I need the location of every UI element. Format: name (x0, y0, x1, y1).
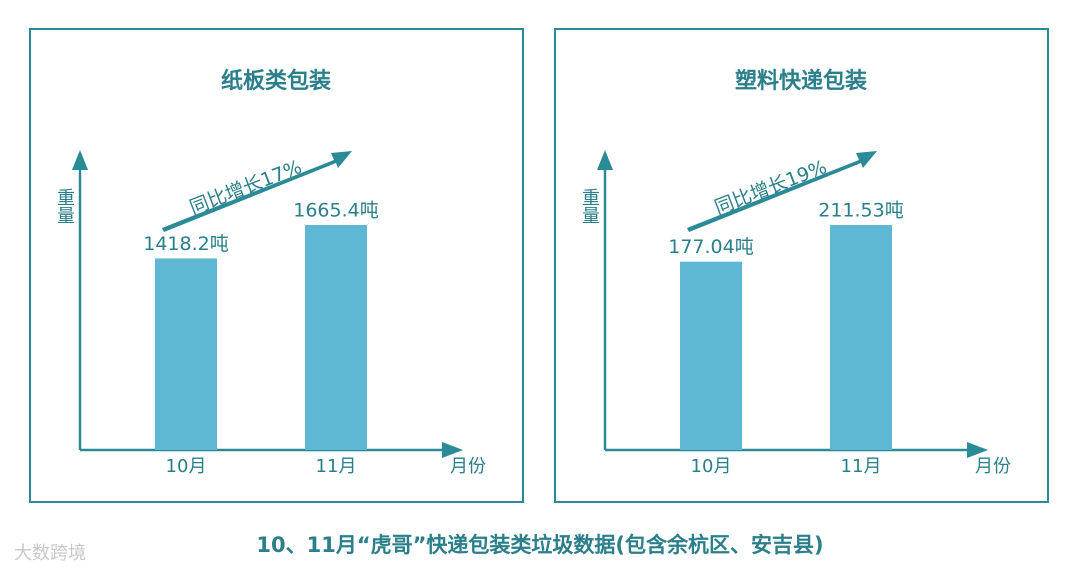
x-axis-arrow (442, 442, 463, 458)
value-label: 177.04吨 (668, 236, 753, 258)
panel (554, 28, 1049, 503)
bar (680, 261, 742, 450)
bar (155, 258, 217, 450)
growth-arrow (687, 151, 877, 232)
x-tick-label: 10月 (691, 456, 732, 477)
value-label: 1418.2吨 (143, 233, 228, 255)
chart-title: 纸板类包装 (221, 68, 331, 94)
x-axis-label: 月份 (450, 456, 486, 477)
y-axis-arrow (72, 150, 88, 170)
bar (305, 225, 367, 450)
chart-title: 塑料快递包装 (735, 68, 867, 94)
bar (830, 225, 892, 450)
caption: 10、11月“虎哥”快递包装类垃圾数据(包含余杭区、安吉县) (256, 533, 823, 557)
x-tick-label: 10月 (166, 456, 207, 477)
x-tick-label: 11月 (841, 456, 882, 477)
panel (29, 28, 524, 503)
watermark: 大数跨境 (14, 543, 86, 564)
y-axis-label: 重量 (54, 188, 75, 224)
value-label: 211.53吨 (818, 200, 903, 222)
x-axis-arrow (967, 442, 988, 458)
x-tick-label: 11月 (316, 456, 357, 477)
growth-arrow (162, 151, 352, 232)
x-axis-label: 月份 (975, 456, 1011, 477)
value-label: 1665.4吨 (293, 200, 378, 222)
y-axis-arrow (597, 150, 613, 170)
y-axis-label: 重量 (579, 188, 600, 224)
